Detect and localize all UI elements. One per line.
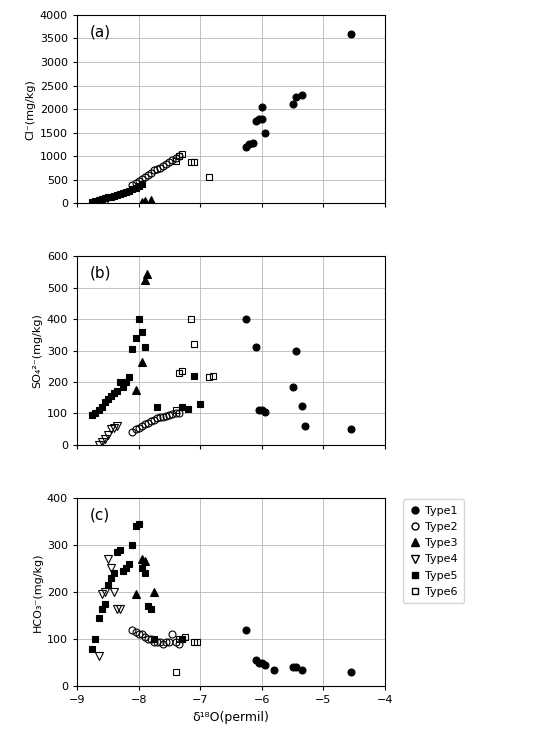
Legend: Type1, Type2, Type3, Type4, Type5, Type6: Type1, Type2, Type3, Type4, Type5, Type6 (403, 500, 464, 604)
X-axis label: δ¹⁸O(permil): δ¹⁸O(permil) (192, 711, 270, 724)
Text: (a): (a) (89, 24, 111, 39)
Y-axis label: SO₄²⁻(mg/kg): SO₄²⁻(mg/kg) (32, 313, 43, 388)
Y-axis label: Cl⁻(mg/kg): Cl⁻(mg/kg) (26, 79, 36, 139)
Text: (b): (b) (89, 266, 111, 280)
Y-axis label: HCO₃⁻(mg/kg): HCO₃⁻(mg/kg) (32, 552, 43, 632)
Text: (c): (c) (89, 507, 109, 522)
